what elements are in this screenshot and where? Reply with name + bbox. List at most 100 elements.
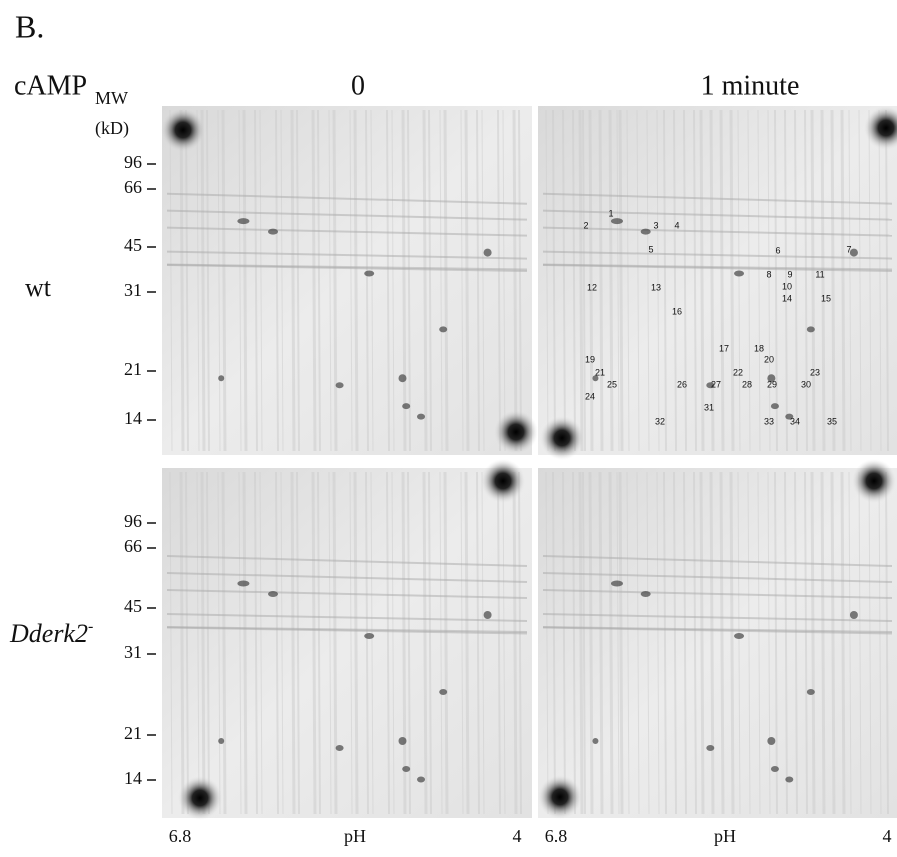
row-label-superscript: - (88, 618, 93, 635)
spot-label: 30 (801, 379, 811, 389)
gel-streak (428, 109, 432, 452)
mw-tick-label: 66 (124, 177, 142, 197)
gel-band (542, 613, 893, 622)
gel-streak (407, 471, 411, 815)
gel-streak (353, 109, 359, 452)
gel-streak (311, 109, 317, 452)
gel-streak (767, 471, 771, 815)
gel-streak (646, 109, 650, 452)
gel-streak (747, 109, 751, 452)
spot-label: 33 (764, 416, 774, 426)
spot-label: 24 (585, 391, 595, 401)
gel-streak (179, 471, 185, 815)
gel-streak (810, 471, 816, 815)
mw-tick-label: 96 (124, 511, 142, 531)
gel-streak (317, 109, 321, 452)
gel-streak (206, 471, 210, 815)
gel-streak (460, 471, 464, 815)
gel-band (166, 263, 528, 271)
gel-streak (391, 471, 395, 815)
gel-spot (592, 375, 599, 382)
gel-streak (618, 471, 624, 815)
gel-streak (562, 471, 566, 815)
gel-streak (290, 109, 296, 452)
mw-label: MW (95, 88, 128, 108)
gel-streak (729, 109, 735, 452)
gel-streak (737, 109, 741, 452)
gel-band (166, 555, 528, 567)
gel-streak (636, 471, 640, 815)
gel-streak (683, 471, 687, 815)
gel-streak (810, 109, 816, 452)
gel-streak (616, 109, 620, 452)
gel-streak (428, 471, 432, 815)
gel-band (542, 589, 893, 599)
gel-streak (365, 471, 369, 815)
gel-streak (636, 109, 640, 452)
mw-tick-label: 66 (124, 536, 142, 556)
gel-spot (402, 403, 411, 410)
gel-streak (858, 471, 862, 815)
gel-band (542, 263, 893, 271)
mw-tick-label: 21 (124, 359, 142, 379)
gel-streak (280, 471, 284, 815)
gel-spot (483, 248, 492, 257)
gel-spot (610, 580, 623, 587)
gel-streak (552, 471, 556, 815)
gel-spot (849, 611, 858, 619)
gel-streak (401, 109, 407, 452)
gel-streak (353, 471, 359, 815)
gel-streak (719, 109, 725, 452)
gel-streak (588, 109, 594, 452)
gel-streak (885, 109, 889, 452)
gel-spot (364, 270, 375, 277)
gel-spot (806, 689, 815, 695)
gel-spot (770, 403, 779, 410)
spot-label: 21 (595, 367, 605, 377)
column-header: 0 (351, 70, 365, 101)
gel-streak (663, 109, 667, 452)
ph-right: 4 (883, 826, 892, 846)
gel-streak (673, 471, 677, 815)
gel-streak (840, 471, 846, 815)
gel-streak (328, 109, 332, 452)
gel-streak (820, 109, 826, 452)
spot-label: 23 (810, 367, 820, 377)
gel-spot (706, 745, 715, 751)
gel-streak (179, 109, 185, 452)
gel-spot (767, 374, 776, 383)
gel-streak (476, 109, 480, 452)
gel-band (542, 555, 893, 567)
gel-spot (268, 228, 278, 235)
spot-label: 18 (754, 343, 764, 353)
gel-streak (774, 471, 778, 815)
row-label-name: Dderk2 (9, 619, 88, 648)
gel-streak (254, 109, 258, 452)
gel-spot (734, 270, 745, 277)
spot-label: 25 (607, 379, 617, 389)
gel-streak (729, 471, 735, 815)
spot-label: 31 (704, 402, 714, 412)
gel-streak (206, 109, 210, 452)
gel-streak (185, 109, 189, 452)
gel-streak (683, 109, 687, 452)
gel-streak (443, 471, 449, 815)
gel-band (542, 226, 893, 237)
gel-streak (578, 471, 584, 815)
gel-streak (422, 471, 428, 815)
gel-spot (398, 737, 407, 745)
gel-streak (290, 471, 296, 815)
gel-streak (868, 109, 872, 452)
gel-streak (169, 471, 173, 815)
gel-streak (296, 471, 300, 815)
gel-streak (502, 109, 506, 452)
gel-streak (784, 471, 788, 815)
gel-streak (616, 471, 620, 815)
spot-label: 11 (815, 269, 824, 279)
gel-streak (693, 109, 697, 452)
row-label: Dderk2- (9, 618, 93, 648)
gel-band (542, 250, 893, 260)
gel-spot (640, 591, 651, 597)
spot-label: 20 (764, 354, 774, 364)
spot-label: 6 (775, 245, 780, 255)
